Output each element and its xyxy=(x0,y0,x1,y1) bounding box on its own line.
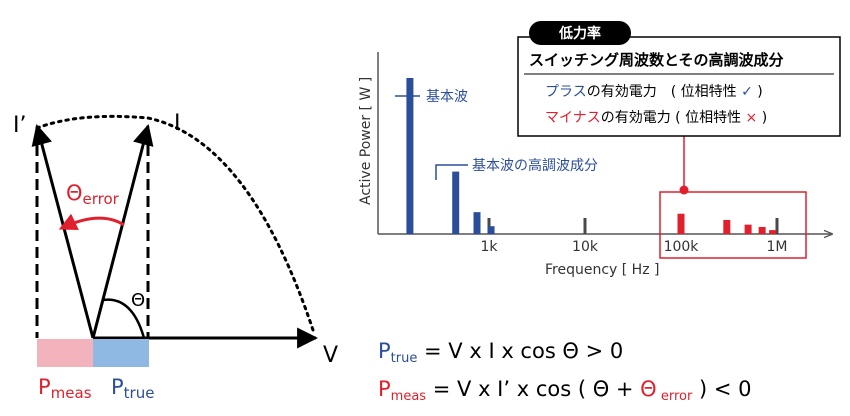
x-tick-label-100k: 100k xyxy=(664,239,700,255)
x-tickmarks xyxy=(487,218,779,234)
label-i-prime: I’ xyxy=(13,113,26,138)
label-p-meas: Pmeas xyxy=(38,375,92,402)
rotation-arc xyxy=(35,114,316,335)
label-v: V xyxy=(323,343,338,368)
harmonics-label: 基本波の高調波成分 xyxy=(472,157,598,174)
label-p-true: Ptrue xyxy=(111,375,154,402)
y-axis-label: Active Power [ W ] xyxy=(358,77,374,205)
bar-series2-0 xyxy=(677,213,685,234)
bar-series2-2 xyxy=(744,224,752,234)
theta-arc xyxy=(102,298,146,339)
badge-pill xyxy=(529,21,631,45)
theta-error-arrow xyxy=(58,213,125,230)
formula-p-meas: Pmeas = V x I’ x cos ( Θ + Θ error ) < 0 xyxy=(378,377,752,404)
vector-i-prime xyxy=(31,123,95,339)
x-tick-label-10k: 10k xyxy=(572,239,599,255)
x-tick-10k xyxy=(583,218,587,234)
switching-region-box xyxy=(659,191,807,259)
x-tick-1k xyxy=(487,218,491,234)
x-tick-labels: 1k 10k 100k 1M xyxy=(480,239,787,255)
formula-p-true: Ptrue = V x I x cos Θ > 0 xyxy=(378,339,623,366)
x-tick-1M xyxy=(775,218,779,234)
badge-text: 低力率 xyxy=(558,25,601,42)
x-tick-label-1k: 1k xyxy=(480,239,498,255)
harmonics-leader xyxy=(435,164,468,180)
label-theta-error: Θerror xyxy=(66,181,120,208)
callout-row-minus: マイナスの有効電力 ( 位相特性 × ) xyxy=(545,110,767,126)
label-theta: Θ xyxy=(131,290,145,311)
callout-frame xyxy=(517,36,841,137)
p-true-bar xyxy=(93,339,149,367)
x-tick-label-1M: 1M xyxy=(767,239,788,255)
callout-box: 低力率 スイッチング周波数とその高調波成分 プラスの有効電力 ( 位相特性 ✓ … xyxy=(517,21,841,137)
x-axis-label: Frequency [ Hz ] xyxy=(545,262,659,278)
label-i: I xyxy=(174,111,181,136)
callout-title: スイッチング周波数とその高調波成分 xyxy=(529,51,784,69)
bar-series2-1 xyxy=(723,219,731,234)
bar-series1-2 xyxy=(487,226,495,234)
callout-row-plus: プラスの有効電力 ( 位相特性 ✓ ) xyxy=(545,84,763,100)
bar-series1-1 xyxy=(473,212,481,234)
p-meas-bar xyxy=(37,339,93,367)
spectrum-chart: 1k 10k 100k 1M Active Power [ W ] Frequency… xyxy=(358,52,832,278)
bars xyxy=(406,78,777,234)
bar-series2-4 xyxy=(769,230,777,234)
callout-dot xyxy=(679,185,689,195)
formulas: Ptrue = V x I x cos Θ > 0 Pmeas = V x I’… xyxy=(378,339,752,404)
vector-i xyxy=(91,123,154,339)
bar-series0-0 xyxy=(406,78,414,234)
bar-series2-3 xyxy=(758,226,766,234)
phasor-diagram: I’ I V Θ Θerror Pmeas Ptrue xyxy=(13,111,338,402)
fundamental-label: 基本波 xyxy=(426,88,468,105)
bar-series1-0 xyxy=(452,171,460,234)
